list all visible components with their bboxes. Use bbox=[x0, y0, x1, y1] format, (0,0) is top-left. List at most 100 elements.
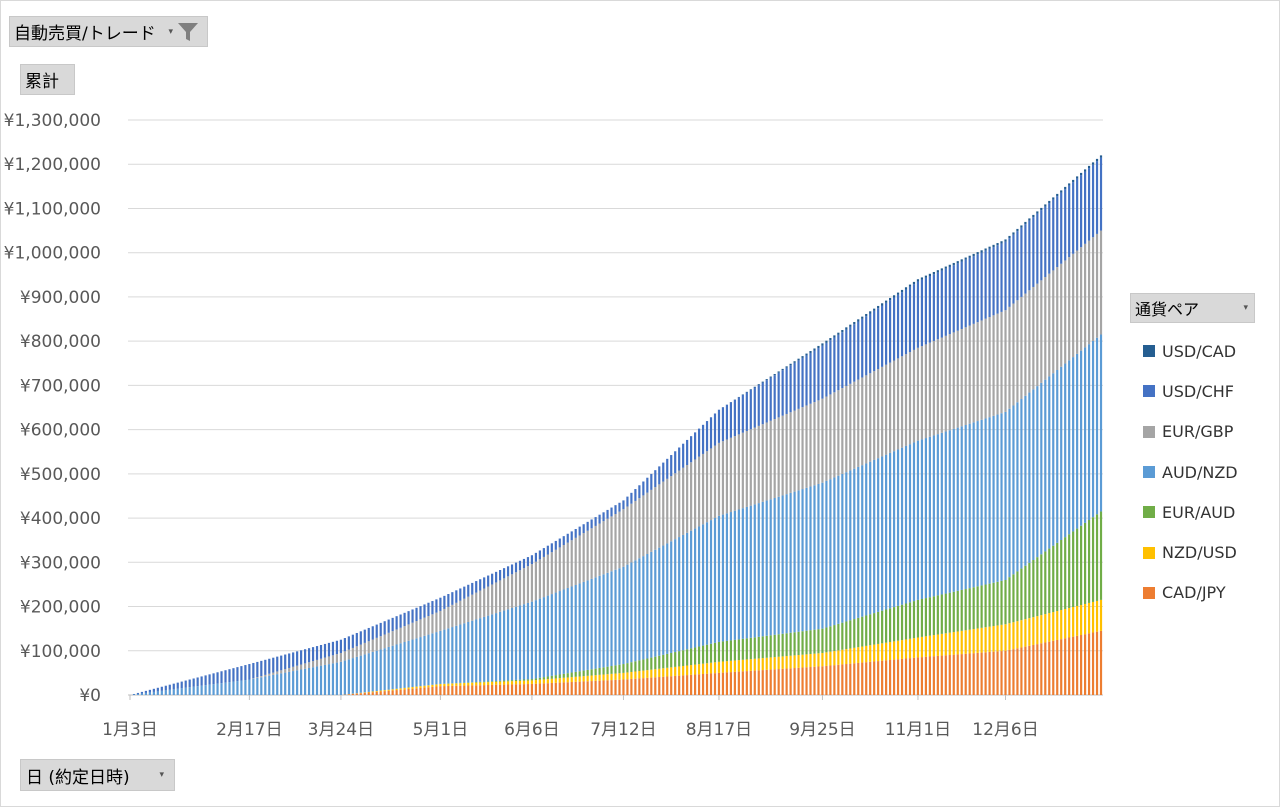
bar-segment bbox=[761, 636, 764, 659]
bar-segment bbox=[733, 436, 736, 511]
bar-segment bbox=[598, 514, 601, 524]
bar-segment bbox=[646, 670, 649, 678]
bar-segment bbox=[817, 400, 820, 484]
bar-segment bbox=[658, 466, 661, 485]
bar-segment bbox=[813, 350, 816, 403]
bar-segment bbox=[419, 686, 422, 688]
bar-segment bbox=[538, 677, 541, 680]
bar-segment bbox=[236, 681, 239, 695]
bar-segment bbox=[371, 651, 374, 692]
bar-segment bbox=[598, 667, 601, 675]
bar-segment bbox=[451, 592, 454, 605]
funnel-filter-icon[interactable] bbox=[177, 21, 199, 43]
bar-segment bbox=[204, 675, 207, 686]
bar-segment bbox=[526, 557, 530, 567]
bar-segment bbox=[892, 451, 896, 608]
bar-segment bbox=[885, 300, 888, 303]
bar-segment bbox=[892, 360, 896, 452]
bar-segment bbox=[415, 688, 418, 695]
bar-segment bbox=[817, 348, 820, 401]
bar-segment bbox=[506, 576, 510, 610]
bar-segment bbox=[777, 371, 780, 373]
bar-segment bbox=[506, 609, 510, 681]
bar-segment bbox=[590, 675, 593, 682]
bar-segment bbox=[678, 447, 681, 471]
bar-segment bbox=[411, 639, 414, 688]
bar-segment bbox=[761, 501, 764, 637]
bar-segment bbox=[594, 675, 597, 681]
bar-segment bbox=[785, 633, 788, 657]
bar-segment bbox=[423, 685, 426, 688]
bar-segment bbox=[172, 689, 175, 695]
bar-segment bbox=[582, 524, 585, 534]
bar-segment bbox=[407, 611, 410, 625]
bar-segment bbox=[395, 690, 398, 695]
bar-segment bbox=[948, 430, 951, 593]
bar-segment bbox=[602, 512, 605, 522]
bar-segment bbox=[578, 526, 581, 536]
bar-segment bbox=[1008, 238, 1011, 307]
bar-segment bbox=[705, 421, 709, 452]
bar-segment bbox=[443, 595, 446, 609]
axis-field-button[interactable]: 日 (約定日時) ▾ bbox=[20, 759, 175, 791]
legend-item[interactable]: USD/CAD bbox=[1130, 331, 1255, 371]
bar-segment bbox=[375, 624, 378, 638]
bar-segment bbox=[980, 250, 983, 253]
bar-segment bbox=[1084, 347, 1087, 523]
bar-segment bbox=[642, 556, 645, 660]
bar-segment bbox=[781, 495, 784, 634]
bar-segment bbox=[849, 620, 852, 649]
bar-segment bbox=[399, 689, 402, 695]
bar-segment bbox=[491, 681, 494, 685]
legend-item[interactable]: CAD/JPY bbox=[1130, 573, 1255, 613]
bar-segment bbox=[586, 530, 589, 581]
bar-segment bbox=[1032, 617, 1035, 645]
bar-segment bbox=[351, 658, 354, 694]
legend-item[interactable]: EUR/AUD bbox=[1130, 492, 1255, 532]
bar-segment bbox=[674, 675, 677, 695]
bar-segment bbox=[713, 413, 717, 446]
bar-segment bbox=[387, 690, 390, 695]
bar-segment bbox=[1020, 647, 1023, 695]
legend-item[interactable]: EUR/GBP bbox=[1130, 412, 1255, 452]
bar-segment bbox=[439, 686, 442, 695]
bar-segment bbox=[558, 678, 561, 683]
axis-dropdown-arrow-icon[interactable]: ▾ bbox=[159, 770, 164, 780]
bar-segment bbox=[1095, 233, 1099, 338]
bar-segment bbox=[801, 489, 804, 632]
values-field-button[interactable]: 累計 bbox=[20, 64, 75, 95]
report-filter-button[interactable]: 自動売買/トレード ▾ bbox=[9, 16, 208, 47]
bar-segment bbox=[1044, 204, 1047, 207]
bar-segment bbox=[769, 657, 772, 670]
bar-segment bbox=[1084, 634, 1087, 695]
bar-segment bbox=[1091, 164, 1095, 238]
legend-label: USD/CAD bbox=[1162, 341, 1237, 361]
bar-segment bbox=[1076, 250, 1079, 354]
bar-segment bbox=[538, 598, 541, 678]
bar-segment bbox=[471, 620, 474, 683]
bar-segment bbox=[622, 500, 625, 510]
bar-segment bbox=[471, 582, 474, 595]
legend-dropdown-arrow-icon[interactable]: ▾ bbox=[1243, 303, 1248, 313]
bar-segment bbox=[928, 342, 931, 437]
bar-segment bbox=[439, 683, 442, 687]
legend-item[interactable]: NZD/USD bbox=[1130, 532, 1255, 572]
bar-segment bbox=[869, 313, 872, 374]
bar-segment bbox=[1020, 296, 1023, 400]
legend-item[interactable]: USD/CHF bbox=[1130, 371, 1255, 411]
legend-field-button[interactable]: 通貨ペア ▾ bbox=[1130, 293, 1255, 323]
bar-segment bbox=[741, 638, 744, 660]
bar-segment bbox=[1076, 353, 1079, 529]
bar-segment bbox=[582, 533, 585, 582]
bar-segment bbox=[514, 572, 518, 607]
legend-item[interactable]: AUD/NZD bbox=[1130, 452, 1255, 492]
bar-segment bbox=[1064, 609, 1067, 639]
filter-dropdown-arrow-icon[interactable]: ▾ bbox=[168, 26, 173, 37]
bar-segment bbox=[992, 247, 995, 316]
bar-segment bbox=[610, 507, 613, 517]
bar-segment bbox=[180, 688, 183, 695]
bar-segment bbox=[1084, 603, 1087, 635]
bar-segment bbox=[924, 656, 927, 695]
bar-segment bbox=[956, 631, 959, 655]
